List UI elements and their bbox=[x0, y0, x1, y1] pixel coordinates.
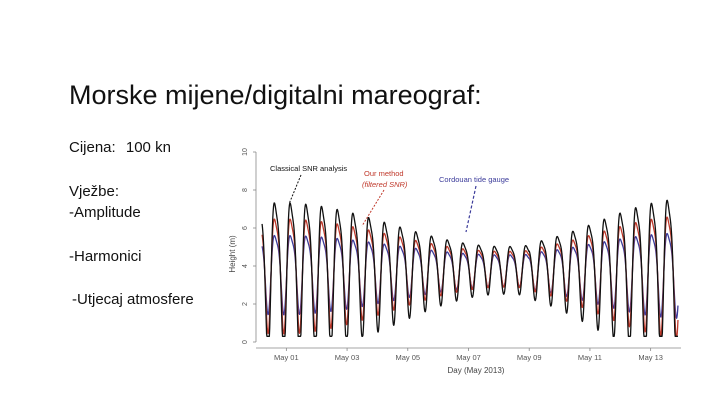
series-line bbox=[261, 199, 679, 337]
item-amplitude: -Amplitude bbox=[69, 204, 141, 221]
x-tick-label: May 03 bbox=[335, 353, 360, 362]
annotation-arrow-our-method bbox=[361, 189, 385, 227]
x-axis-label: Day (May 2013) bbox=[448, 366, 505, 375]
item-harmonics: -Harmonici bbox=[69, 248, 142, 265]
annotation-filtered-snr: (filtered SNR) bbox=[362, 180, 408, 189]
y-axis-label: Height (m) bbox=[228, 235, 237, 273]
annotation-classical-snr: Classical SNR analysis bbox=[270, 164, 347, 173]
chart-axes: 0 2 4 6 8 10 May 01 May 03 May 05 May 07 May 09 May… bbox=[242, 148, 681, 362]
y-tick-label: 6 bbox=[242, 226, 249, 230]
tide-chart: 0 2 4 6 8 10 May 01 May 03 May 05 May 07 May 09 May… bbox=[228, 148, 681, 375]
annotation-arrow-classical bbox=[288, 174, 302, 205]
x-tick-label: May 13 bbox=[638, 353, 663, 362]
y-tick-label: 4 bbox=[242, 264, 249, 268]
x-tick-label: May 07 bbox=[456, 353, 481, 362]
chart-annotations: Classical SNR analysis Our method (filtere… bbox=[270, 164, 509, 233]
price-line: Cijena: 100 kn bbox=[69, 139, 171, 157]
y-tick-label: 0 bbox=[242, 340, 249, 344]
x-tick-label: May 11 bbox=[578, 353, 602, 362]
y-tick-label: 10 bbox=[242, 148, 249, 156]
slide-title: Morske mijene/digitalni mareograf: bbox=[69, 80, 482, 110]
item-atmosphere: -Utjecaj atmosfere bbox=[72, 291, 194, 308]
y-tick-label: 8 bbox=[242, 188, 249, 192]
annotation-arrow-cordouan bbox=[465, 185, 477, 233]
chart-series bbox=[261, 199, 679, 337]
x-tick-label: May 05 bbox=[395, 353, 420, 362]
exercises-label: Vježbe: bbox=[69, 183, 120, 200]
y-tick-label: 2 bbox=[242, 302, 249, 306]
price-value: 100 kn bbox=[125, 139, 171, 156]
x-tick-label: May 09 bbox=[517, 353, 542, 362]
annotation-cordouan: Cordouan tide gauge bbox=[439, 175, 509, 184]
x-tick-label: May 01 bbox=[274, 353, 299, 362]
annotation-our-method: Our method bbox=[364, 169, 404, 178]
price-label: Cijena: bbox=[69, 139, 116, 156]
